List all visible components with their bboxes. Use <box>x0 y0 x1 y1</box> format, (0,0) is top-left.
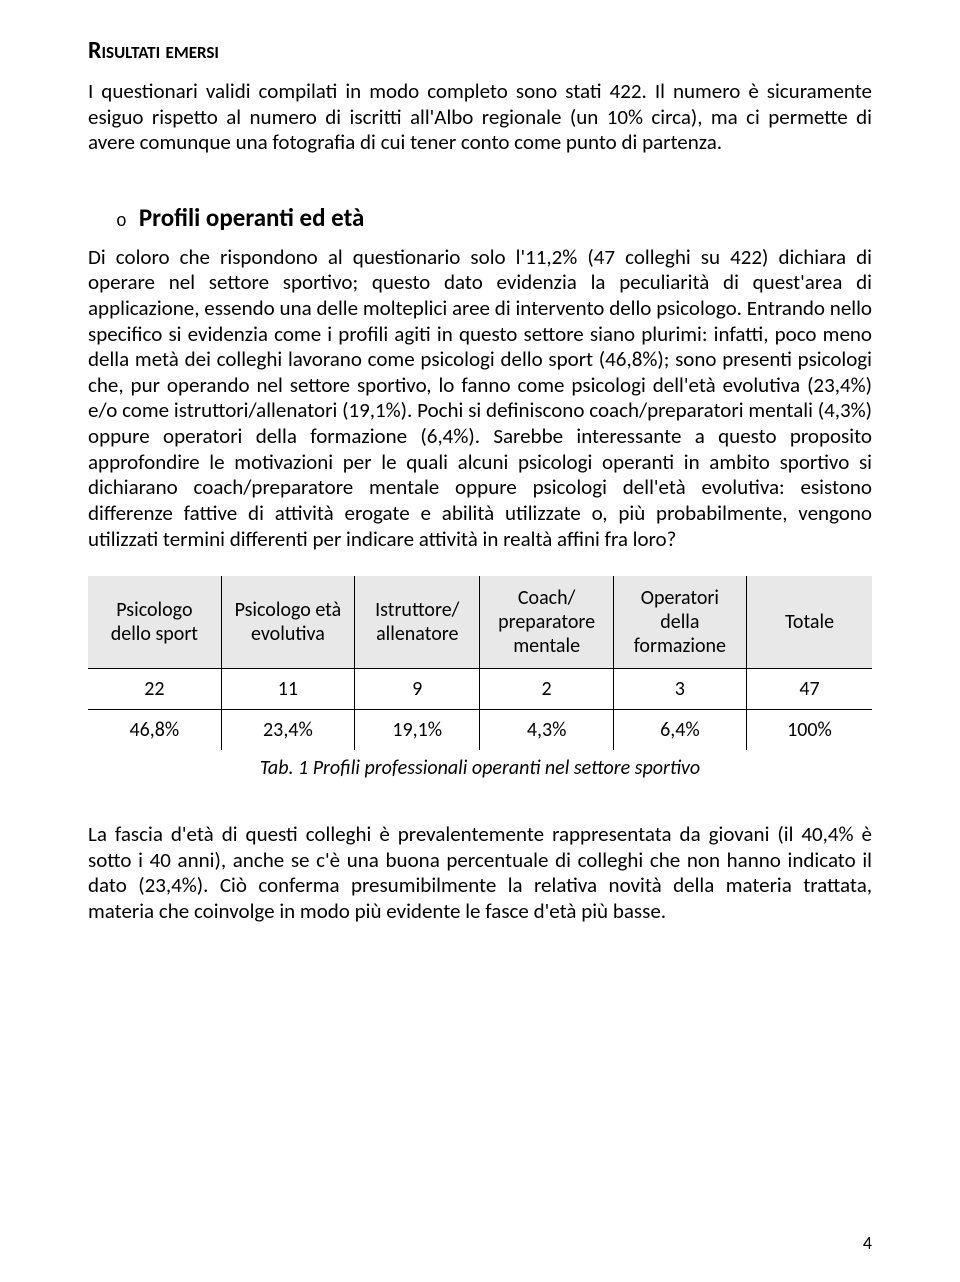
table-header: Psicologo dello sport <box>88 576 221 669</box>
table-cell: 47 <box>747 669 873 710</box>
table-cell: 2 <box>480 669 613 710</box>
bullet-icon: o <box>116 213 127 231</box>
table-cell: 100% <box>747 710 873 751</box>
table-row: 46,8% 23,4% 19,1% 4,3% 6,4% 100% <box>88 710 872 751</box>
section-heading: Profili operanti ed età <box>139 202 365 233</box>
page-number: 4 <box>863 1232 872 1254</box>
table-row: 22 11 9 2 3 47 <box>88 669 872 710</box>
table-cell: 19,1% <box>355 710 480 751</box>
intro-paragraph: I questionari validi compilati in modo c… <box>88 79 872 156</box>
closing-paragraph: La fascia d'età di questi colleghi è pre… <box>88 822 872 924</box>
table-cell: 4,3% <box>480 710 613 751</box>
section-heading-row: o Profili operanti ed età <box>88 202 872 233</box>
profiles-table: Psicologo dello sport Psicologo età evol… <box>88 576 872 750</box>
table-header: Totale <box>747 576 873 669</box>
table-cell: 23,4% <box>221 710 354 751</box>
table-cell: 11 <box>221 669 354 710</box>
table-cell: 6,4% <box>613 710 746 751</box>
table-header: Coach/ preparatore mentale <box>480 576 613 669</box>
table-header: Psicologo età evolutiva <box>221 576 354 669</box>
section-body: Di coloro che rispondono al questionario… <box>88 245 872 552</box>
table-cell: 46,8% <box>88 710 221 751</box>
table-header: Istruttore/ allenatore <box>355 576 480 669</box>
table-cell: 3 <box>613 669 746 710</box>
heading-results: Risultati emersi <box>88 36 872 65</box>
spacer <box>88 174 872 202</box>
page: Risultati emersi I questionari validi co… <box>0 0 960 1282</box>
table-header: Operatori della formazione <box>613 576 746 669</box>
table-cell: 9 <box>355 669 480 710</box>
table-cell: 22 <box>88 669 221 710</box>
table-caption: Tab. 1 Profili professionali operanti ne… <box>88 756 872 780</box>
table-header-row: Psicologo dello sport Psicologo età evol… <box>88 576 872 669</box>
